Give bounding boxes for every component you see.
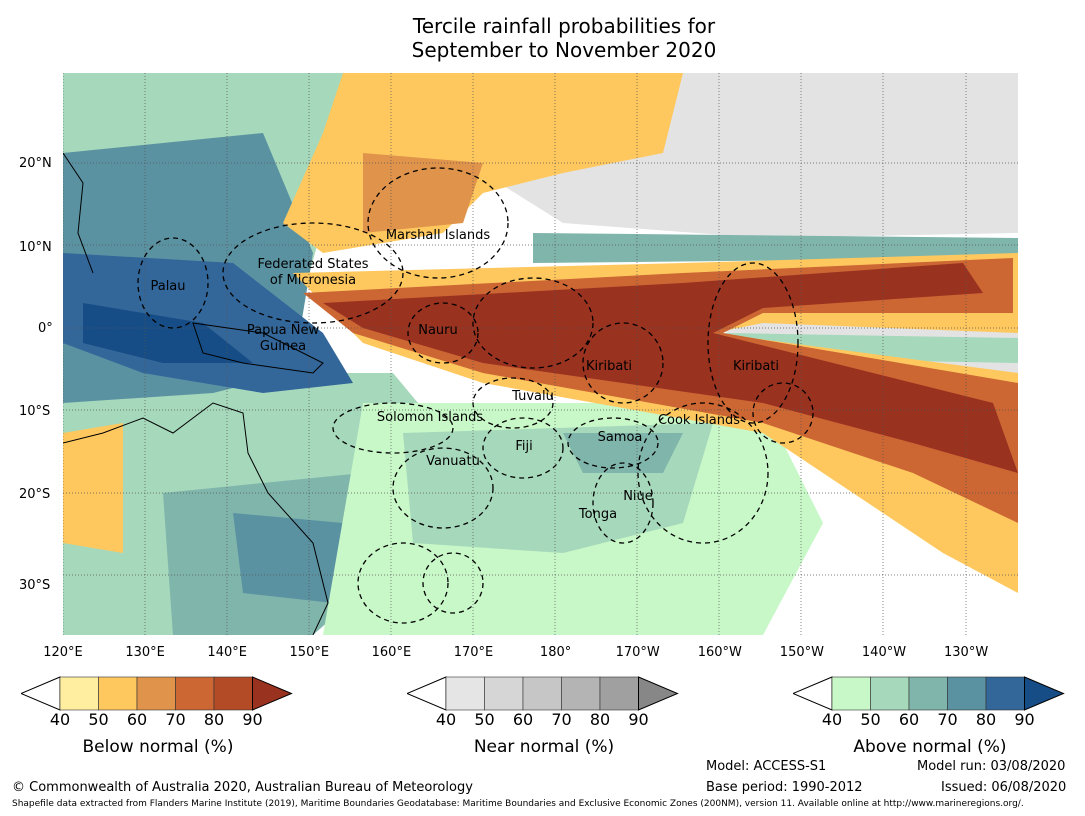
label-solomon: Solomon Islands bbox=[377, 410, 483, 425]
colorbar-tick: 50 bbox=[474, 710, 495, 729]
colorbar-segment bbox=[59, 676, 99, 711]
copyright: © Commonwealth of Australia 2020, Austra… bbox=[12, 780, 473, 795]
colorbar-segment bbox=[870, 676, 910, 711]
colorbar-tick: 70 bbox=[937, 710, 958, 729]
gridlines bbox=[63, 73, 1018, 635]
lon-tick: 120°E bbox=[43, 645, 83, 660]
colorbar-extend-low bbox=[407, 676, 447, 711]
label-png-1: Papua New bbox=[247, 323, 320, 338]
lon-tick: 160°E bbox=[371, 645, 412, 660]
colorbar-tick: 80 bbox=[203, 710, 225, 729]
label-tuvalu: Tuvalu bbox=[511, 389, 554, 404]
issued-date: Issued: 06/08/2020 bbox=[941, 780, 1067, 795]
colorbar-1 bbox=[407, 676, 679, 711]
colorbar-tick: 60 bbox=[898, 710, 920, 729]
rainfall-probability-map: Palau Federated States of Micronesia Mar… bbox=[63, 73, 1018, 635]
lon-tick: 130°W bbox=[944, 645, 989, 660]
colorbar-tick: 70 bbox=[165, 710, 186, 729]
lat-tick: 0° bbox=[38, 321, 53, 336]
colorbar-tick: 90 bbox=[628, 710, 649, 729]
colorbar-label: Above normal (%) bbox=[853, 737, 1007, 757]
base-period: Base period: 1990-2012 bbox=[706, 780, 863, 795]
colorbar-tick: 60 bbox=[126, 710, 148, 729]
label-tonga: Tonga bbox=[578, 507, 617, 522]
colorbar-extend-high bbox=[638, 676, 679, 711]
colorbar-segment bbox=[561, 676, 601, 711]
label-palau: Palau bbox=[150, 279, 185, 294]
lon-tick: 150°W bbox=[779, 645, 824, 660]
label-fsm-2: of Micronesia bbox=[270, 273, 356, 288]
colorbar-tick: 60 bbox=[512, 710, 534, 729]
model-run: Model run: 03/08/2020 bbox=[917, 759, 1066, 774]
shapefile-credit: Shapefile data extracted from Flanders M… bbox=[12, 799, 1024, 809]
colorbar-segment bbox=[985, 676, 1025, 711]
colorbar-label: Below normal (%) bbox=[82, 737, 234, 757]
colorbar-tick: 40 bbox=[821, 710, 843, 729]
label-nauru: Nauru bbox=[418, 323, 458, 338]
label-cook: Cook Islands bbox=[658, 413, 740, 428]
colorbar-tick: 40 bbox=[49, 710, 71, 729]
colorbar-tick: 70 bbox=[551, 710, 572, 729]
colorbar-extend-low bbox=[793, 676, 833, 711]
label-kiribati-2: Kiribati bbox=[733, 359, 779, 374]
lon-tick: 140°E bbox=[207, 645, 247, 660]
lat-tick: 10°S bbox=[19, 404, 51, 419]
colorbar-tick: 50 bbox=[88, 710, 109, 729]
lon-tick: 170°E bbox=[453, 645, 494, 660]
colorbar-2 bbox=[793, 676, 1065, 711]
lon-tick: 170°W bbox=[615, 645, 660, 660]
colorbar-segment bbox=[175, 676, 215, 711]
colorbar-segment bbox=[831, 676, 871, 711]
label-kiribati-1: Kiribati bbox=[586, 359, 632, 374]
colorbar-segment bbox=[98, 676, 138, 711]
colorbar-segment bbox=[522, 676, 562, 711]
lon-tick: 160°W bbox=[697, 645, 742, 660]
coastlines bbox=[63, 152, 329, 635]
colorbar-segment bbox=[908, 676, 948, 711]
label-niue: Niue bbox=[623, 489, 653, 504]
colorbar-tick: 90 bbox=[1014, 710, 1035, 729]
colorbar-tick: 80 bbox=[589, 710, 611, 729]
colorbar-segment bbox=[213, 676, 253, 711]
colorbar-extend-high bbox=[1024, 676, 1065, 711]
label-marshall: Marshall Islands bbox=[386, 228, 491, 243]
lon-tick: 140°W bbox=[861, 645, 907, 660]
title-line-1: Tercile rainfall probabilities for bbox=[412, 14, 716, 38]
label-fsm-1: Federated States bbox=[258, 257, 369, 272]
colorbar-extend-low bbox=[21, 676, 61, 711]
chart-title: Tercile rainfall probabilities for Septe… bbox=[0, 14, 1085, 62]
colorbar-tick: 90 bbox=[242, 710, 263, 729]
model-name: Model: ACCESS-S1 bbox=[706, 759, 827, 774]
eez-boundaries bbox=[137, 167, 814, 624]
colorbar-label: Near normal (%) bbox=[473, 737, 615, 757]
label-fiji: Fiji bbox=[515, 439, 532, 454]
lon-tick: 150°E bbox=[289, 645, 330, 660]
colorbar-tick: 80 bbox=[975, 710, 997, 729]
colorbar-segment bbox=[445, 676, 485, 711]
lat-tick: 30°S bbox=[19, 578, 51, 593]
label-samoa: Samoa bbox=[598, 430, 643, 445]
label-png-2: Guinea bbox=[260, 339, 306, 354]
below-normal-areas bbox=[63, 73, 1018, 593]
title-line-2: September to November 2020 bbox=[411, 38, 717, 62]
lat-tick: 20°S bbox=[19, 487, 51, 502]
colorbar-tick: 50 bbox=[860, 710, 881, 729]
colorbar-segment bbox=[599, 676, 639, 711]
lon-tick: 130°E bbox=[125, 645, 165, 660]
lat-tick: 10°N bbox=[19, 240, 52, 255]
colorbar-tick: 40 bbox=[435, 710, 457, 729]
lon-tick: 180° bbox=[539, 645, 572, 660]
lat-tick: 20°N bbox=[19, 156, 52, 171]
colorbar-segment bbox=[947, 676, 987, 711]
colorbar-extend-high bbox=[252, 676, 293, 711]
colorbar-0 bbox=[21, 676, 293, 711]
colorbar-segment bbox=[484, 676, 524, 711]
above-normal-areas bbox=[63, 73, 1018, 635]
colorbar-segment bbox=[136, 676, 176, 711]
country-labels: Palau Federated States of Micronesia Mar… bbox=[150, 228, 779, 522]
label-vanuatu: Vanuatu bbox=[426, 454, 480, 469]
